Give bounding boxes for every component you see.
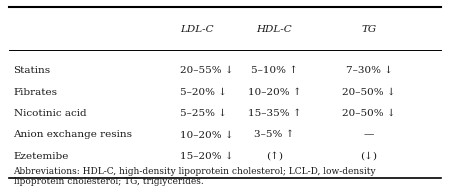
Text: Nicotinic acid: Nicotinic acid <box>14 109 86 118</box>
Text: 20–50% ↓: 20–50% ↓ <box>342 109 396 118</box>
Text: Abbreviations: HDL-C, high-density lipoprotein cholesterol; LCL-D, low-density
l: Abbreviations: HDL-C, high-density lipop… <box>14 167 376 186</box>
Text: 5–25% ↓: 5–25% ↓ <box>180 109 227 118</box>
Text: 7–30% ↓: 7–30% ↓ <box>346 66 392 75</box>
Text: 10–20% ↑: 10–20% ↑ <box>248 88 302 97</box>
Text: 5–20% ↓: 5–20% ↓ <box>180 88 227 97</box>
Text: 5–10% ↑: 5–10% ↑ <box>251 66 298 75</box>
Text: 10–20% ↓: 10–20% ↓ <box>180 130 234 139</box>
Text: 3–5% ↑: 3–5% ↑ <box>254 130 295 139</box>
Text: —: — <box>364 130 374 139</box>
Text: Anion exchange resins: Anion exchange resins <box>14 130 132 139</box>
Text: LDL-C: LDL-C <box>180 25 214 34</box>
Text: HDL-C: HDL-C <box>256 25 292 34</box>
Text: Ezetemibe: Ezetemibe <box>14 152 69 161</box>
Text: Fibrates: Fibrates <box>14 88 58 97</box>
Text: TG: TG <box>361 25 377 34</box>
Text: 15–20% ↓: 15–20% ↓ <box>180 152 234 161</box>
Text: 20–50% ↓: 20–50% ↓ <box>342 88 396 97</box>
Text: 20–55% ↓: 20–55% ↓ <box>180 66 234 75</box>
Text: (↓): (↓) <box>360 152 378 161</box>
Text: 15–35% ↑: 15–35% ↑ <box>248 109 302 118</box>
Text: (↑): (↑) <box>266 152 283 161</box>
Text: Statins: Statins <box>14 66 50 75</box>
